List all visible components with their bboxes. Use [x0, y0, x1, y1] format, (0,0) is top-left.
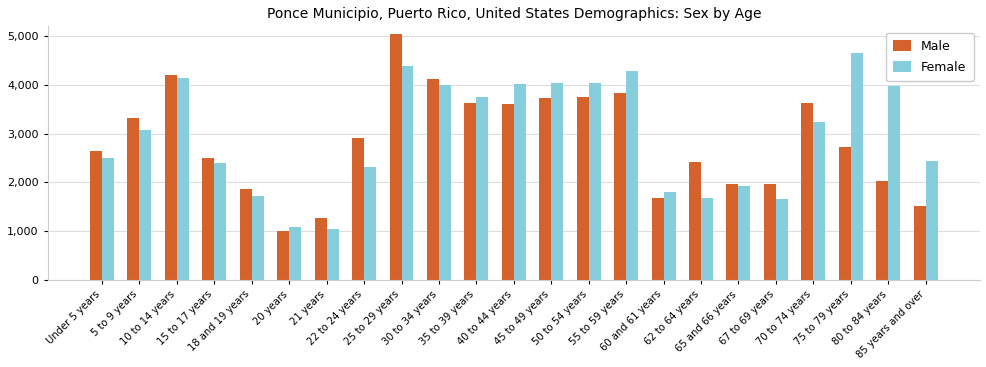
Bar	[176, 78, 188, 280]
Bar	[876, 181, 887, 280]
Bar	[925, 161, 937, 280]
Bar	[812, 122, 824, 280]
Bar	[538, 98, 551, 280]
Bar	[401, 66, 413, 280]
Bar	[625, 71, 638, 280]
Bar	[315, 218, 326, 280]
Bar	[439, 85, 451, 280]
Bar	[240, 189, 251, 280]
Bar	[326, 229, 338, 280]
Bar	[613, 92, 625, 280]
Bar	[364, 167, 376, 280]
Bar	[551, 83, 563, 280]
Bar	[102, 157, 113, 280]
Bar	[838, 147, 850, 280]
Bar	[775, 200, 787, 280]
Bar	[277, 231, 289, 280]
Bar	[127, 117, 139, 280]
Bar	[476, 97, 488, 280]
Bar	[726, 184, 738, 280]
Bar	[251, 196, 263, 280]
Bar	[850, 53, 862, 280]
Bar	[738, 186, 749, 280]
Bar	[763, 184, 775, 280]
Bar	[651, 198, 663, 280]
Bar	[801, 103, 812, 280]
Bar	[913, 206, 925, 280]
Bar	[139, 130, 151, 280]
Bar	[501, 104, 514, 280]
Bar	[165, 75, 176, 280]
Bar	[214, 163, 226, 280]
Bar	[688, 162, 700, 280]
Bar	[389, 34, 401, 280]
Bar	[514, 84, 526, 280]
Bar	[90, 151, 102, 280]
Bar	[588, 83, 600, 280]
Bar	[663, 192, 674, 280]
Bar	[464, 103, 476, 280]
Bar	[427, 79, 439, 280]
Bar	[576, 97, 588, 280]
Bar	[700, 198, 712, 280]
Bar	[887, 86, 899, 280]
Bar	[289, 227, 301, 280]
Title: Ponce Municipio, Puerto Rico, United States Demographics: Sex by Age: Ponce Municipio, Puerto Rico, United Sta…	[266, 7, 760, 21]
Legend: Male, Female: Male, Female	[885, 33, 973, 81]
Bar	[352, 138, 364, 280]
Bar	[202, 159, 214, 280]
